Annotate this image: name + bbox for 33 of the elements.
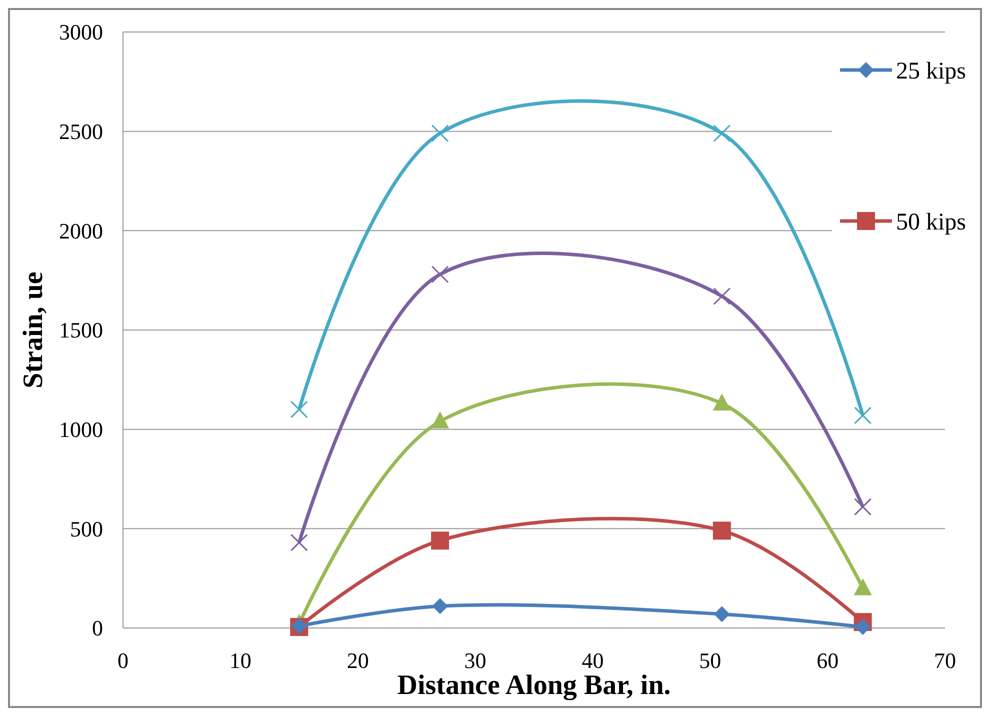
point <box>712 522 731 540</box>
point <box>431 532 450 550</box>
point <box>713 287 731 305</box>
y-tick-label: 2500 <box>59 119 103 144</box>
x-tick-label: 40 <box>582 648 604 673</box>
x-tick-label: 50 <box>699 648 722 673</box>
legend-label: 50 kips <box>896 209 966 236</box>
x-tick-label: 60 <box>816 648 839 673</box>
point <box>431 266 449 284</box>
point <box>854 406 872 424</box>
point <box>713 124 731 142</box>
point <box>854 619 871 636</box>
legend-label: 25 kips <box>896 58 966 84</box>
y-tick-label: 500 <box>70 516 103 542</box>
x-tick-label: 20 <box>346 648 369 673</box>
point <box>712 394 731 411</box>
x-axis-title: Distance Along Bar, in. <box>397 670 671 701</box>
y-axis-title: Strain, ue <box>18 272 49 388</box>
x-tick-label: 70 <box>934 648 956 673</box>
y-tick-label: 1000 <box>59 417 103 442</box>
y-tick-label: 3000 <box>59 20 103 45</box>
point <box>431 124 449 142</box>
x-tick-label: 10 <box>229 648 252 673</box>
y-tick-label: 2000 <box>59 218 103 244</box>
point <box>432 598 448 614</box>
y-tick-label: 0 <box>92 616 103 641</box>
point <box>714 606 730 622</box>
point <box>290 400 308 418</box>
x-tick-label: 30 <box>464 648 486 673</box>
y-tick-label: 1500 <box>59 318 103 343</box>
point <box>290 534 308 552</box>
point <box>854 498 872 516</box>
x-tick-label: 0 <box>118 648 128 673</box>
